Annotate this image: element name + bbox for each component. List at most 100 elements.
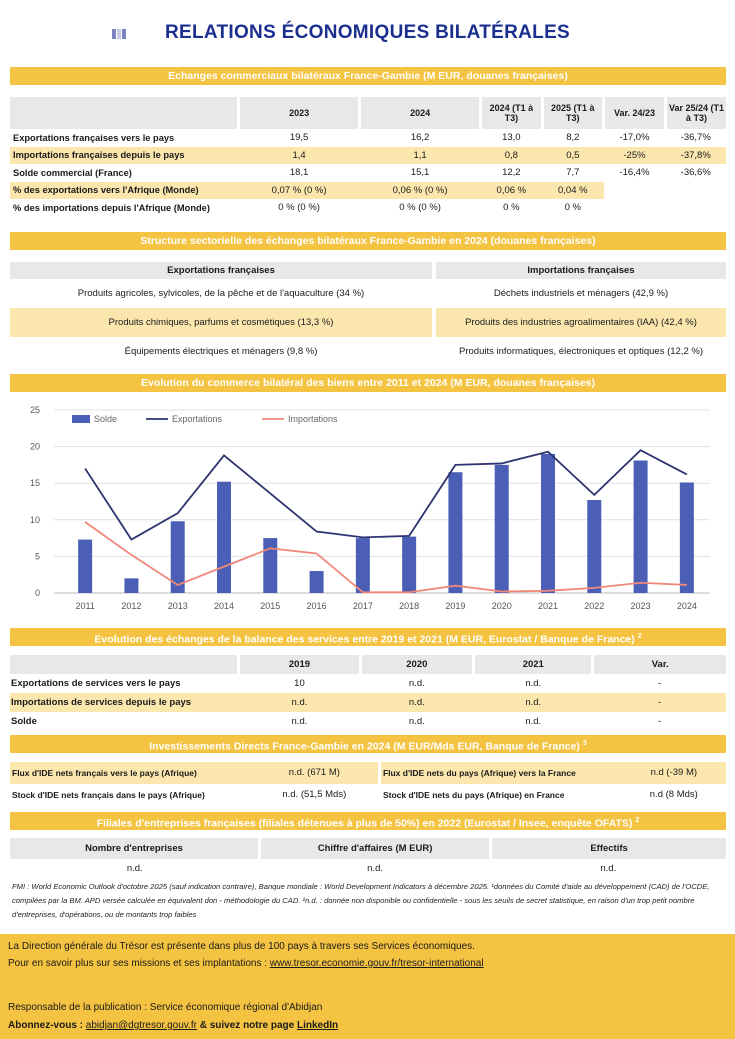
trade-header-empty bbox=[10, 97, 241, 129]
ide-label: Stock d'IDE nets français dans le pays (… bbox=[12, 790, 205, 800]
trade-header: Var. 24/23 bbox=[603, 97, 667, 129]
footer-text: & suivez notre page bbox=[196, 1020, 297, 1031]
bar-solde bbox=[541, 453, 555, 593]
cell: n.d. bbox=[360, 693, 474, 712]
trade-table: 2023 2024 2024 (T1 à T3) 2025 (T1 à T3) … bbox=[10, 97, 726, 217]
bar-solde bbox=[587, 500, 602, 593]
bar-solde bbox=[633, 460, 648, 593]
list-item: Équipements électriques et ménagers (9,8… bbox=[10, 337, 726, 366]
linkedin-link[interactable]: LinkedIn bbox=[296, 1020, 339, 1031]
table-row: Solde n.d. n.d. n.d. - bbox=[10, 712, 726, 731]
structure-import: Produits des industries agroalimentaires… bbox=[436, 308, 726, 337]
trade-header: 2023 bbox=[238, 97, 362, 129]
legend-label: Exportations bbox=[172, 414, 223, 424]
x-tick-label: 2012 bbox=[121, 601, 141, 611]
cell: - bbox=[657, 716, 662, 727]
bar-solde bbox=[355, 538, 370, 593]
x-tick-label: 2021 bbox=[538, 601, 558, 611]
bar-solde bbox=[217, 481, 231, 593]
cell: n.d. bbox=[600, 863, 617, 874]
footer-line: Responsable de la publication : Service … bbox=[8, 1002, 323, 1013]
cell: n.d. bbox=[291, 716, 308, 727]
cell: -25% bbox=[603, 146, 666, 164]
cell: 0,5 bbox=[542, 146, 604, 164]
bar-solde bbox=[263, 538, 278, 593]
legend-swatch bbox=[72, 415, 90, 423]
cell bbox=[603, 181, 666, 199]
cell: n.d. bbox=[473, 693, 593, 712]
bar-solde bbox=[402, 536, 417, 593]
y-tick-label: 25 bbox=[30, 405, 40, 415]
cell: 8,2 bbox=[566, 132, 580, 144]
ide-label: Stock d'IDE nets du pays (Afrique) en Fr… bbox=[382, 790, 565, 800]
y-tick-label: 15 bbox=[30, 478, 40, 488]
structure-header-exports: Exportations françaises bbox=[10, 262, 432, 279]
table-row: % des exportations vers l'Afrique (Monde… bbox=[10, 181, 726, 199]
section-header-structure: Structure sectorielle des échanges bilat… bbox=[10, 232, 726, 250]
footer-text: Abonnez-vous : bbox=[8, 1020, 86, 1031]
cell: 1,1 bbox=[359, 146, 481, 164]
trade-header: 2024 (T1 à T3) bbox=[480, 97, 544, 129]
services-header-empty bbox=[10, 655, 241, 674]
cell: 0 % bbox=[564, 202, 581, 214]
email-link[interactable]: abidjan@dgtresor.gouv.fr bbox=[85, 1020, 197, 1031]
row-label: Exportations de services vers le pays bbox=[11, 678, 181, 689]
cell: 18,1 bbox=[289, 167, 309, 179]
services-header: 2021 bbox=[473, 655, 595, 674]
table-row: n.d. n.d. n.d. bbox=[10, 859, 726, 878]
legend-label: Solde bbox=[94, 414, 117, 424]
table-row: Solde commercial (France) 18,1 15,1 12,2… bbox=[10, 164, 726, 182]
filiales-header: Nombre d'entreprises bbox=[10, 838, 262, 859]
table-row: Stock d'IDE nets français dans le pays (… bbox=[10, 784, 726, 806]
ide-value: n.d. (671 M) bbox=[250, 762, 378, 784]
cell: -36,7% bbox=[680, 132, 711, 144]
cell: n.d. bbox=[408, 678, 425, 689]
section-title: Evolution des échanges de la balance des… bbox=[94, 633, 635, 646]
filiales-header: Chiffre d'affaires (M EUR) bbox=[259, 838, 493, 859]
structure-export: Produits agricoles, sylvicoles, de la pê… bbox=[77, 288, 365, 299]
row-label: Importations de services depuis le pays bbox=[10, 693, 239, 712]
row-label: Exportations françaises vers le pays bbox=[13, 132, 175, 143]
line-exportations bbox=[84, 449, 688, 541]
cell: 0 % bbox=[503, 202, 520, 214]
section-header-evolution: Evolution du commerce bilatéral des bien… bbox=[10, 374, 726, 392]
trade-evolution-chart: 0 5 10 15 20 25 2011 2012 2013 2014 2015 2016 2017 20… bbox=[30, 405, 710, 611]
trade-header: 2024 bbox=[359, 97, 483, 129]
line-importations bbox=[84, 521, 687, 594]
y-tick-label: 5 bbox=[35, 551, 40, 561]
x-tick-label: 2013 bbox=[168, 601, 188, 611]
section-title: Investissements Directs France-Gambie en… bbox=[149, 740, 580, 753]
cell: 0,07 % (0 %) bbox=[238, 181, 360, 199]
table-row: Exportations françaises vers le pays 19,… bbox=[10, 129, 726, 147]
footnote-ref: 2 bbox=[637, 633, 642, 640]
structure-import: Produits informatiques, électroniques et… bbox=[459, 346, 703, 357]
legend-label: Importations bbox=[288, 414, 338, 424]
footer-text: Pour en savoir plus sur ses missions et … bbox=[8, 958, 270, 969]
bar-solde bbox=[679, 482, 694, 593]
tresor-link[interactable]: www.tresor.economie.gouv.fr/tresor-inter… bbox=[269, 958, 484, 969]
x-tick-label: 2011 bbox=[75, 601, 94, 611]
x-tick-label: 2015 bbox=[260, 601, 280, 611]
bar-solde bbox=[309, 571, 324, 593]
x-tick-label: 2016 bbox=[307, 601, 327, 611]
cell: n.d. bbox=[367, 863, 383, 874]
cell: n.d. bbox=[408, 716, 425, 727]
section-header-filiales: Filiales d'entreprises françaises (filia… bbox=[10, 812, 726, 830]
trade-header: 2025 (T1 à T3) bbox=[542, 97, 606, 129]
bar-solde bbox=[170, 521, 185, 593]
ide-value: n.d (-39 M) bbox=[621, 762, 726, 784]
footer-line: Abonnez-vous : abidjan@dgtresor.gouv.fr … bbox=[8, 1020, 338, 1031]
cell: 16,2 bbox=[410, 132, 430, 144]
section-title: Filiales d'entreprises françaises (filia… bbox=[96, 817, 633, 830]
cell: 0,06 % bbox=[480, 181, 543, 199]
y-tick-label: 20 bbox=[30, 442, 40, 452]
row-label: % des exportations vers l'Afrique (Monde… bbox=[10, 181, 239, 199]
table-row: Exportations de services vers le pays 10… bbox=[10, 674, 726, 693]
ide-value: n.d (8 Mds) bbox=[649, 789, 698, 800]
cell: 10 bbox=[294, 678, 305, 689]
table-row: % des importations depuis l'Afrique (Mon… bbox=[10, 199, 726, 217]
ide-label: Flux d'IDE nets du pays (Afrique) vers l… bbox=[380, 762, 622, 784]
cell bbox=[665, 181, 726, 199]
republique-logo-icon bbox=[110, 26, 128, 42]
cell: 12,2 bbox=[502, 167, 521, 179]
